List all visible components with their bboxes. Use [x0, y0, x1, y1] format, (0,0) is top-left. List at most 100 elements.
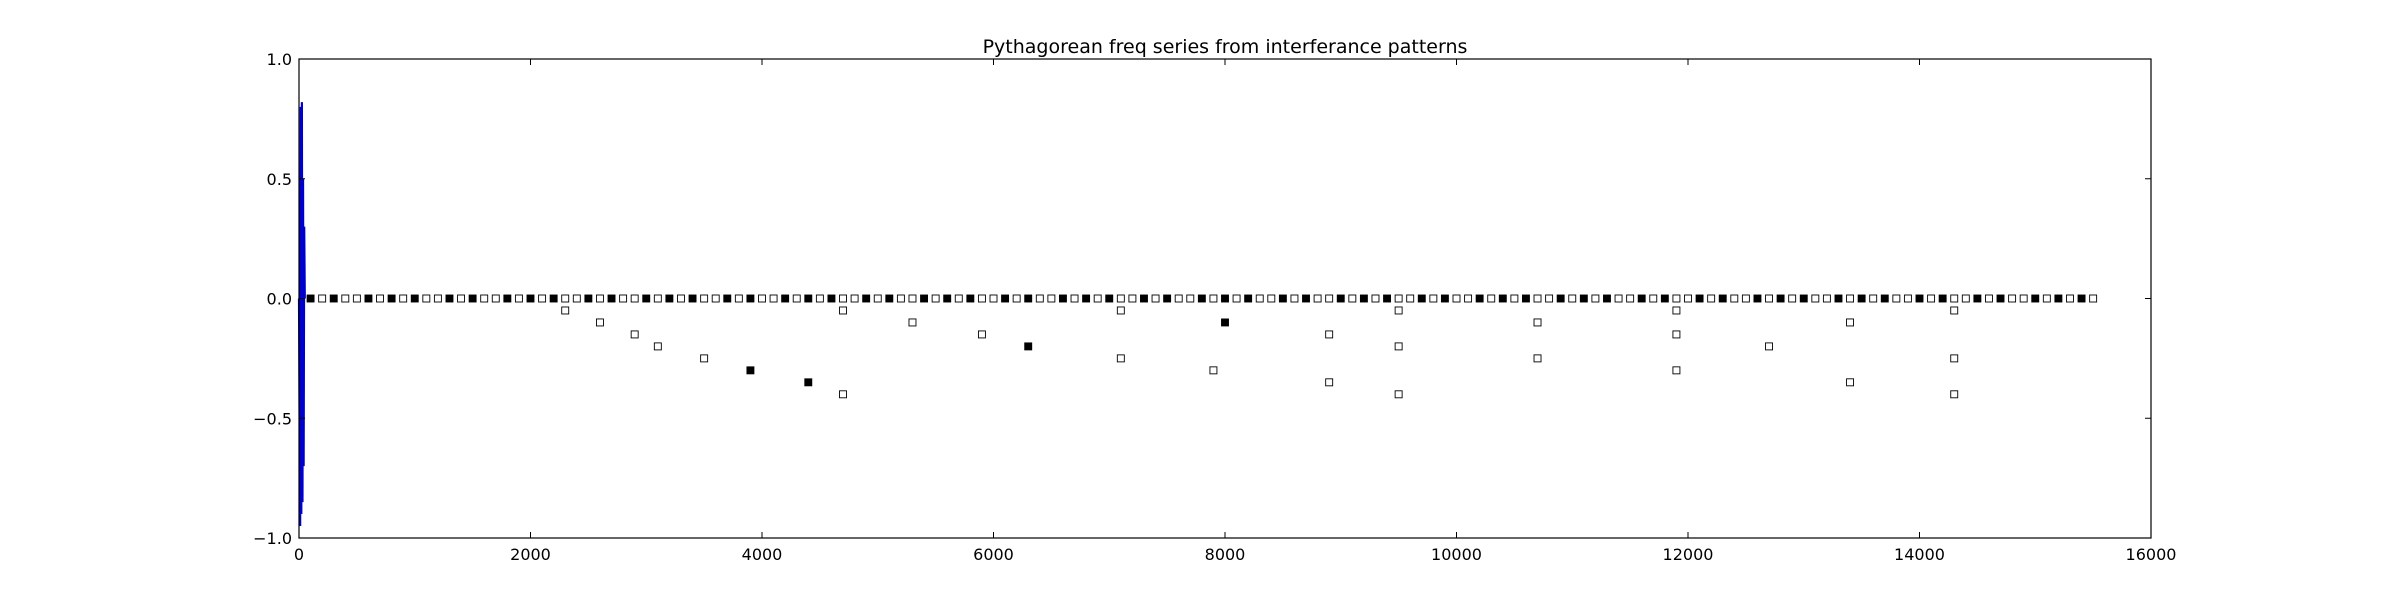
- open-square-point: [1371, 294, 1380, 303]
- open-square-point: [1950, 294, 1959, 303]
- filled-square-point: [1695, 294, 1704, 303]
- filled-square-point: [1058, 294, 1067, 303]
- open-square-point: [1047, 294, 1056, 303]
- open-square-point: [1950, 306, 1959, 315]
- filled-square-point: [1302, 294, 1310, 303]
- filled-square-point: [306, 294, 315, 303]
- open-square-point: [711, 294, 720, 303]
- filled-square-point: [503, 294, 512, 303]
- filled-square-point: [862, 294, 871, 303]
- open-square-point: [839, 390, 847, 399]
- open-square-point: [1452, 294, 1461, 303]
- open-square-point: [1961, 294, 1970, 303]
- open-square-point: [630, 330, 639, 339]
- filled-square-point: [746, 366, 755, 375]
- open-square-point: [873, 294, 882, 303]
- open-square-point: [1672, 366, 1681, 375]
- filled-square-point: [1024, 342, 1033, 351]
- open-square-point: [1568, 294, 1577, 303]
- open-square-point: [1186, 294, 1195, 303]
- filled-square-point: [468, 294, 477, 303]
- open-square-point: [1348, 294, 1357, 303]
- open-square-point: [1684, 294, 1692, 303]
- open-square-point: [596, 294, 604, 303]
- open-square-point: [700, 294, 709, 303]
- filled-square-point: [1498, 294, 1507, 303]
- open-square-point: [1533, 294, 1542, 303]
- open-square-point: [1614, 294, 1623, 303]
- filled-square-point: [1753, 294, 1762, 303]
- filled-square-point: [1197, 294, 1206, 303]
- open-square-point: [1811, 294, 1820, 303]
- open-square-point: [1394, 306, 1403, 315]
- filled-square-point: [885, 294, 894, 303]
- filled-square-point: [1938, 294, 1947, 303]
- open-square-point: [399, 294, 408, 303]
- open-square-point: [1116, 354, 1125, 363]
- filled-square-point: [1278, 294, 1287, 303]
- x-tick-label: 8000: [1205, 545, 1246, 564]
- open-square-point: [839, 294, 847, 303]
- x-tick-label: 4000: [742, 545, 783, 564]
- filled-square-point: [526, 294, 535, 303]
- open-square-point: [769, 294, 778, 303]
- open-square-point: [1846, 378, 1855, 387]
- open-square-point: [1788, 294, 1797, 303]
- open-square-point: [734, 294, 743, 303]
- open-square-point: [1765, 294, 1773, 303]
- filled-square-point: [1915, 294, 1924, 303]
- open-square-point: [2042, 294, 2051, 303]
- filled-square-point: [1637, 294, 1646, 303]
- open-square-point: [1464, 294, 1473, 303]
- filled-square-point: [1001, 294, 1010, 303]
- filled-square-point: [584, 294, 593, 303]
- filled-square-point: [1417, 294, 1426, 303]
- filled-square-point: [1024, 294, 1033, 303]
- open-square-point: [1672, 306, 1681, 315]
- y-tick-label: −0.5: [253, 409, 292, 428]
- open-square-point: [561, 306, 570, 315]
- open-square-point: [1846, 294, 1855, 303]
- open-square-point: [352, 294, 361, 303]
- filled-square-point: [781, 294, 790, 303]
- filled-square-point: [1556, 294, 1565, 303]
- open-square-point: [758, 294, 766, 303]
- open-square-point: [1394, 342, 1403, 351]
- filled-square-point: [410, 294, 419, 303]
- filled-square-point: [1603, 294, 1611, 303]
- filled-square-point: [1776, 294, 1785, 303]
- open-square-point: [1116, 306, 1125, 315]
- filled-square-point: [445, 294, 454, 303]
- open-square-point: [341, 294, 350, 303]
- x-tick-label: 16000: [2126, 545, 2177, 564]
- filled-square-point: [642, 294, 651, 303]
- x-tick-label: 14000: [1894, 545, 1945, 564]
- filled-square-point: [1359, 294, 1368, 303]
- open-square-point: [1267, 294, 1276, 303]
- open-square-point: [1012, 294, 1021, 303]
- open-square-point: [1325, 330, 1334, 339]
- filled-square-point: [329, 294, 338, 303]
- y-tick-label: −1.0: [253, 529, 292, 548]
- filled-square-point: [1660, 294, 1669, 303]
- open-square-point: [1232, 294, 1241, 303]
- open-square-point: [931, 294, 940, 303]
- open-square-point: [977, 330, 986, 339]
- filled-square-point: [1973, 294, 1982, 303]
- y-tick-label: 1.0: [267, 50, 292, 69]
- open-square-point: [433, 294, 442, 303]
- filled-square-point: [723, 294, 732, 303]
- chart-marks: [297, 102, 2098, 527]
- open-square-point: [1626, 294, 1635, 303]
- open-square-point: [1255, 294, 1264, 303]
- open-square-point: [700, 354, 709, 363]
- open-square-point: [1151, 294, 1160, 303]
- open-square-point: [630, 294, 639, 303]
- open-square-point: [1765, 342, 1773, 351]
- open-square-point: [815, 294, 824, 303]
- open-square-point: [491, 294, 500, 303]
- open-square-point: [619, 294, 628, 303]
- open-square-point: [1209, 366, 1218, 375]
- open-square-point: [954, 294, 963, 303]
